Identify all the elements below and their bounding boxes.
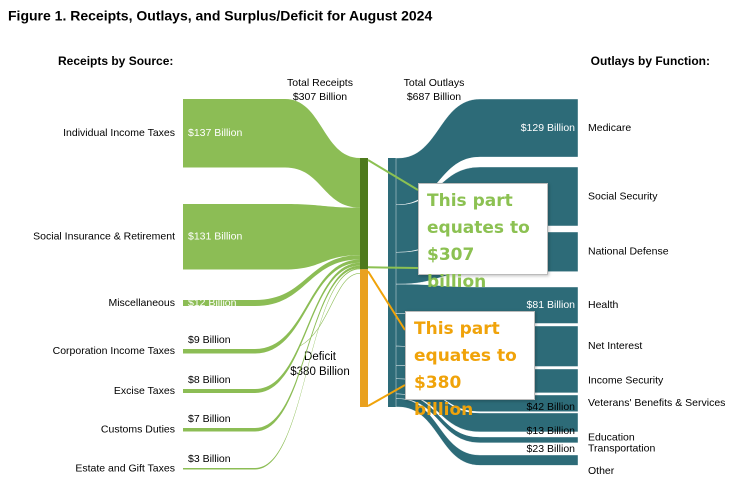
source-label: Miscellaneous: [108, 297, 175, 309]
source-label: Individual Income Taxes: [63, 127, 175, 139]
chart-title: Figure 1. Receipts, Outlays, and Surplus…: [8, 8, 432, 24]
source-label: Corporation Income Taxes: [53, 345, 175, 357]
pointer: [367, 266, 419, 269]
outlay-label: Medicare: [588, 122, 631, 134]
pointer: [367, 270, 406, 331]
flow: [183, 204, 362, 270]
deficit-bar: [360, 269, 368, 407]
value-label: $12 Billion: [188, 297, 237, 309]
value-label: $8 Billion: [188, 374, 231, 386]
value-label: $81 Billion: [527, 299, 576, 311]
left-heading: Receipts by Source:: [58, 54, 173, 68]
flow: [183, 99, 362, 208]
receipts-label: Total Receipts: [287, 77, 353, 89]
outlay-label: Education: [588, 432, 635, 444]
outlay-label: Social Security: [588, 190, 658, 202]
value-label: $23 Billion: [527, 443, 576, 455]
source-label: Estate and Gift Taxes: [75, 463, 175, 475]
outlay-label: National Defense: [588, 246, 669, 258]
annotation: This part equates to $380 billion: [405, 311, 535, 420]
flow: [395, 398, 579, 466]
flow: [183, 255, 362, 306]
source-label: Excise Taxes: [114, 385, 175, 397]
outlay-label: Other: [588, 465, 615, 477]
pointer: [367, 384, 406, 407]
source-label: Customs Duties: [101, 424, 175, 436]
outlay-label: Net Interest: [588, 340, 642, 352]
deficit-label: $380 Billion: [290, 366, 349, 378]
receipts-label: $307 Billion: [293, 91, 347, 103]
outlay-label: Health: [588, 299, 619, 311]
outlay-label: Veterans' Benefits & Services: [588, 397, 725, 409]
right-heading: Outlays by Function:: [591, 54, 710, 68]
value-label: $131 Billion: [188, 231, 242, 243]
value-label: $9 Billion: [188, 334, 231, 346]
outlays-label: $687 Billion: [407, 91, 461, 103]
outlay-label: Income Security: [588, 375, 664, 387]
annotation: This part equates to $307 billion: [418, 183, 548, 292]
source-label: Social Insurance & Retirement: [33, 231, 175, 243]
value-label: $137 Billion: [188, 127, 242, 139]
outlay-label: Transportation: [588, 443, 655, 455]
value-label: $7 Billion: [188, 413, 231, 425]
receipts-bar: [360, 158, 368, 270]
outlays-label: Total Outlays: [404, 77, 465, 89]
deficit-label: Deficit: [304, 351, 337, 363]
deficit-flow: [299, 272, 361, 347]
value-label: $13 Billion: [527, 425, 576, 437]
value-label: $3 Billion: [188, 453, 231, 465]
value-label: $42 Billion: [527, 401, 576, 413]
pointer: [367, 159, 419, 191]
outlays-bar: [388, 158, 396, 407]
value-label: $129 Billion: [521, 122, 575, 134]
